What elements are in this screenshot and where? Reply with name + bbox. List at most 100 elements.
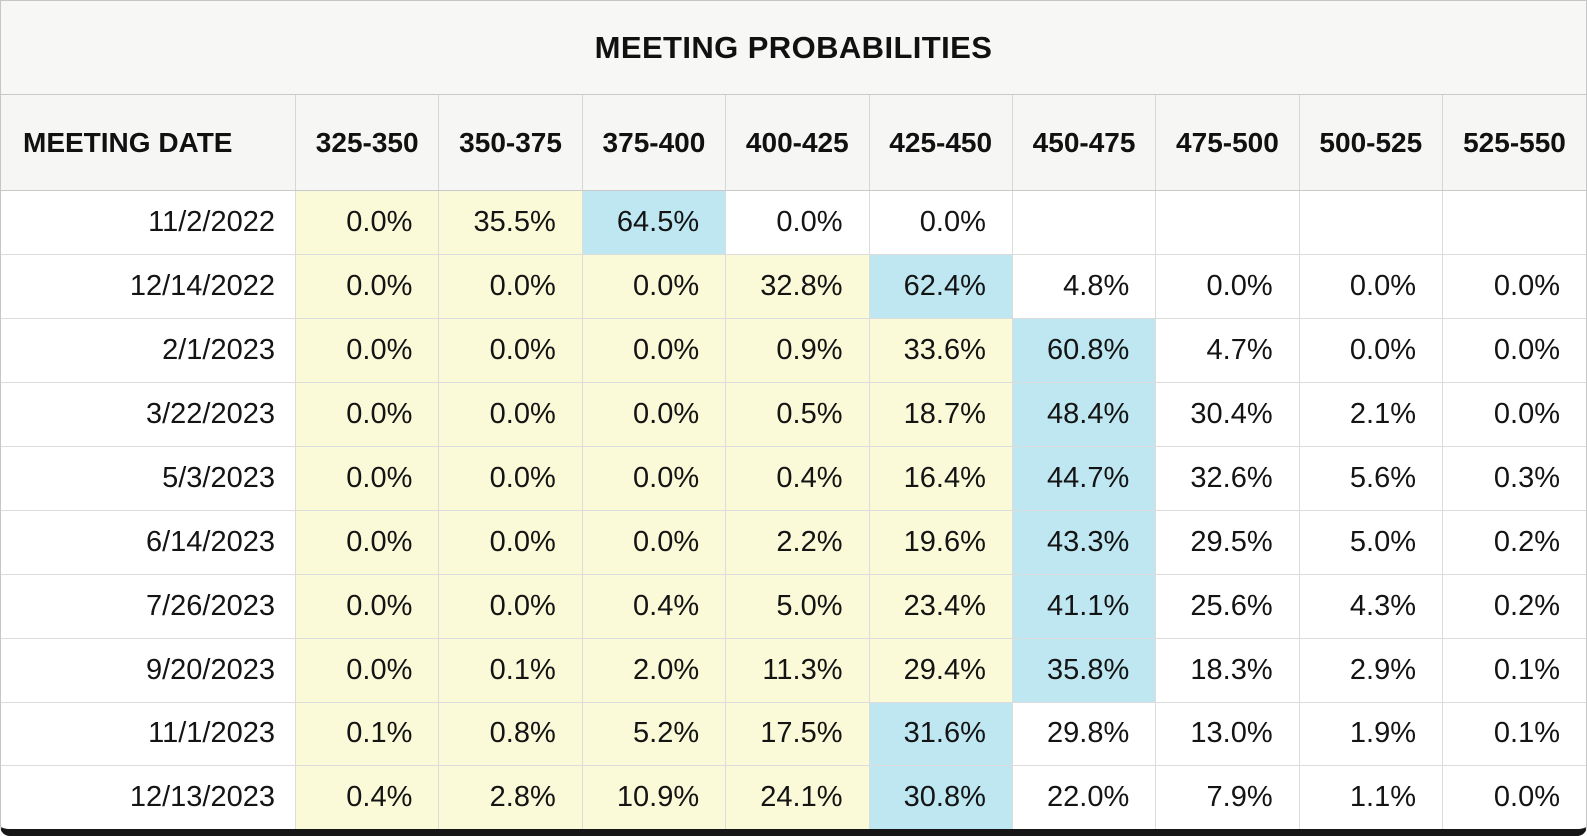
probability-cell: 0.0% xyxy=(295,190,440,255)
meeting-date-cell: 11/2/2022 xyxy=(1,190,296,255)
probability-cell: 2.0% xyxy=(582,638,727,703)
table-header: MEETING DATE 325-350 350-375 375-400 400-425… xyxy=(1,95,1586,191)
probability-cell: 0.0% xyxy=(582,254,727,319)
probability-cell: 0.0% xyxy=(1442,765,1586,829)
meeting-date-cell: 9/20/2023 xyxy=(1,638,296,703)
probability-cell: 5.0% xyxy=(725,574,870,639)
probability-cell: 7.9% xyxy=(1155,765,1300,829)
probability-cell: 0.0% xyxy=(438,254,583,319)
probability-cell: 29.5% xyxy=(1155,510,1300,575)
probability-cell: 5.6% xyxy=(1299,446,1444,511)
probability-cell: 2.8% xyxy=(438,765,583,829)
table-row: 7/26/2023 0.0% 0.0% 0.4% 5.0% 23.4% 41.1% 25.6%… xyxy=(1,574,1586,639)
probability-cell: 0.0% xyxy=(582,318,727,383)
probability-cell: 0.0% xyxy=(1442,254,1586,319)
probability-cell: 32.6% xyxy=(1155,446,1300,511)
probability-cell: 41.1% xyxy=(1012,574,1157,639)
probability-cell xyxy=(1442,190,1586,255)
probability-cell: 0.4% xyxy=(725,446,870,511)
probability-cell: 0.0% xyxy=(438,510,583,575)
probability-cell: 25.6% xyxy=(1155,574,1300,639)
probability-cell: 23.4% xyxy=(869,574,1013,639)
probability-cell xyxy=(1155,190,1300,255)
probability-cell: 1.1% xyxy=(1299,765,1444,829)
probability-cell: 43.3% xyxy=(1012,510,1157,575)
table-row: 12/14/2022 0.0% 0.0% 0.0% 32.8% 62.4% 4.8% 0.0%… xyxy=(1,254,1586,319)
probability-cell: 0.2% xyxy=(1442,510,1586,575)
probability-cell: 24.1% xyxy=(725,765,870,829)
probability-cell: 18.7% xyxy=(869,382,1013,447)
column-header: 425-450 xyxy=(869,95,1013,191)
meeting-date-cell: 6/14/2023 xyxy=(1,510,296,575)
probability-cell: 0.9% xyxy=(725,318,870,383)
column-header: 400-425 xyxy=(725,95,870,191)
probability-cell: 0.8% xyxy=(438,702,583,767)
probability-cell: 32.8% xyxy=(725,254,870,319)
table-title: MEETING PROBABILITIES xyxy=(1,1,1586,95)
probability-cell: 60.8% xyxy=(1012,318,1157,383)
header-row: MEETING DATE 325-350 350-375 375-400 400-425… xyxy=(1,95,1586,191)
probability-cell: 4.8% xyxy=(1012,254,1157,319)
meeting-date-cell: 7/26/2023 xyxy=(1,574,296,639)
probability-cell: 4.3% xyxy=(1299,574,1444,639)
probability-cell: 0.0% xyxy=(295,254,440,319)
probability-cell: 44.7% xyxy=(1012,446,1157,511)
meeting-date-cell: 3/22/2023 xyxy=(1,382,296,447)
table-row: 11/2/2022 0.0% 35.5% 64.5% 0.0% 0.0% xyxy=(1,190,1586,255)
meeting-date-cell: 12/14/2022 xyxy=(1,254,296,319)
probability-cell: 0.0% xyxy=(725,190,870,255)
probability-cell: 0.0% xyxy=(438,382,583,447)
probability-cell: 29.4% xyxy=(869,638,1013,703)
probability-cell: 30.4% xyxy=(1155,382,1300,447)
probability-cell: 0.1% xyxy=(295,702,440,767)
probability-cell: 22.0% xyxy=(1012,765,1157,829)
probability-cell: 0.0% xyxy=(1442,382,1586,447)
column-header: 525-550 xyxy=(1442,95,1586,191)
probability-cell: 0.4% xyxy=(582,574,727,639)
probability-cell: 0.0% xyxy=(438,318,583,383)
probability-cell: 1.9% xyxy=(1299,702,1444,767)
probability-cell: 29.8% xyxy=(1012,702,1157,767)
column-header: 375-400 xyxy=(582,95,727,191)
probability-cell: 0.0% xyxy=(295,574,440,639)
probability-cell: 0.4% xyxy=(295,765,440,829)
probabilities-table: MEETING DATE 325-350 350-375 375-400 400-425… xyxy=(1,95,1586,829)
column-header-meeting-date: MEETING DATE xyxy=(1,95,296,191)
probability-cell: 0.0% xyxy=(869,190,1013,255)
probability-cell: 0.0% xyxy=(295,638,440,703)
column-header: 450-475 xyxy=(1012,95,1157,191)
meeting-date-cell: 5/3/2023 xyxy=(1,446,296,511)
probability-cell: 0.0% xyxy=(295,446,440,511)
probability-cell: 0.0% xyxy=(295,318,440,383)
meeting-date-cell: 12/13/2023 xyxy=(1,765,296,829)
probability-cell: 0.0% xyxy=(582,446,727,511)
table-row: 6/14/2023 0.0% 0.0% 0.0% 2.2% 19.6% 43.3% 29.5%… xyxy=(1,510,1586,575)
probability-cell: 5.0% xyxy=(1299,510,1444,575)
probability-cell: 35.8% xyxy=(1012,638,1157,703)
probability-cell: 33.6% xyxy=(869,318,1013,383)
table-row: 5/3/2023 0.0% 0.0% 0.0% 0.4% 16.4% 44.7% 32.6% 5… xyxy=(1,446,1586,511)
probability-cell: 0.0% xyxy=(295,382,440,447)
column-header: 500-525 xyxy=(1299,95,1444,191)
probability-cell: 0.1% xyxy=(1442,702,1586,767)
table-row: 11/1/2023 0.1% 0.8% 5.2% 17.5% 31.6% 29.8% 13.0… xyxy=(1,702,1586,767)
probability-cell: 16.4% xyxy=(869,446,1013,511)
probability-cell: 2.2% xyxy=(725,510,870,575)
column-header: 325-350 xyxy=(295,95,440,191)
probability-cell: 62.4% xyxy=(869,254,1013,319)
probability-cell: 13.0% xyxy=(1155,702,1300,767)
probability-cell: 0.1% xyxy=(438,638,583,703)
probability-cell: 0.1% xyxy=(1442,638,1586,703)
probability-cell: 0.0% xyxy=(438,446,583,511)
probability-cell: 10.9% xyxy=(582,765,727,829)
meeting-date-cell: 2/1/2023 xyxy=(1,318,296,383)
table-row: 12/13/2023 0.4% 2.8% 10.9% 24.1% 30.8% 22.0% 7.… xyxy=(1,765,1586,829)
probability-cell: 0.0% xyxy=(582,382,727,447)
table-row: 9/20/2023 0.0% 0.1% 2.0% 11.3% 29.4% 35.8% 18.3… xyxy=(1,638,1586,703)
probability-cell: 0.5% xyxy=(725,382,870,447)
probability-cell: 64.5% xyxy=(582,190,727,255)
column-header: 350-375 xyxy=(438,95,583,191)
probability-cell: 2.9% xyxy=(1299,638,1444,703)
probability-cell: 18.3% xyxy=(1155,638,1300,703)
